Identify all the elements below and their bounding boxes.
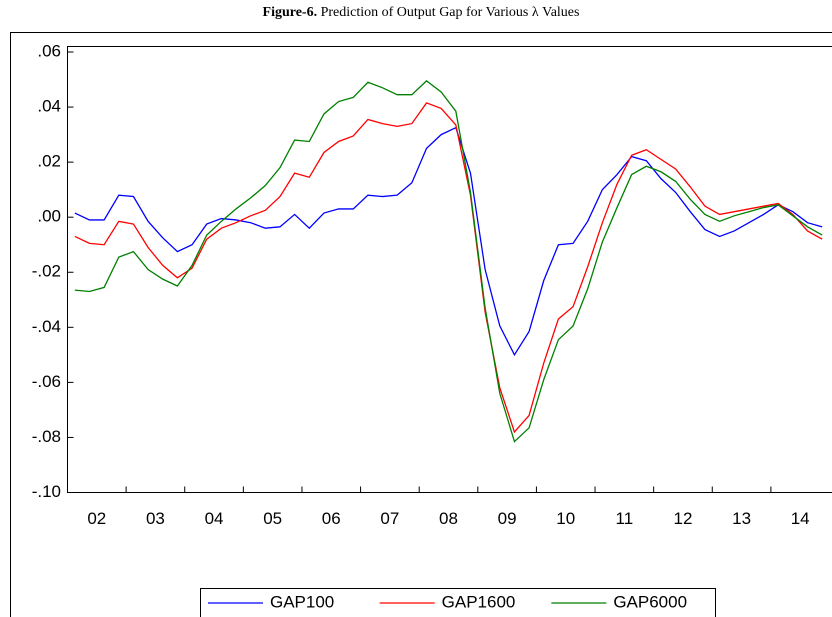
x-tick-label: 03 — [146, 509, 165, 528]
x-tick-label: 02 — [87, 509, 106, 528]
x-tick-label: 04 — [205, 509, 224, 528]
plot-frame — [67, 46, 832, 493]
x-tick-label: 07 — [380, 509, 399, 528]
x-tick-label: 14 — [791, 509, 810, 528]
series-line — [74, 102, 823, 434]
legend-label: GAP1600 — [442, 592, 516, 611]
chart-title: Prediction of Output Gap for Various λ V… — [321, 5, 580, 20]
chart-title-line: Figure-6. Prediction of Output Gap for V… — [263, 5, 580, 20]
y-tick-label: -.06 — [32, 372, 61, 391]
legend-label: GAP100 — [270, 592, 334, 611]
legend-label: GAP6000 — [613, 592, 687, 611]
x-tick-label: 08 — [439, 509, 458, 528]
x-tick-label: 10 — [556, 509, 575, 528]
y-tick-label: -.10 — [32, 482, 61, 501]
series-line — [74, 80, 823, 443]
y-tick-label: -.02 — [32, 262, 61, 281]
x-tick-label: 06 — [322, 509, 341, 528]
x-tick-label: 09 — [498, 509, 517, 528]
y-tick-label: .06 — [37, 41, 61, 60]
y-tick-label: .02 — [37, 152, 61, 171]
x-tick-label: 05 — [263, 509, 282, 528]
legend-box — [200, 588, 716, 617]
x-tick-label: 11 — [616, 509, 634, 528]
x-tick-label: 12 — [674, 509, 693, 528]
y-tick-label: .00 — [37, 207, 61, 226]
series-line — [74, 126, 823, 357]
y-tick-label: -.04 — [32, 317, 61, 336]
y-tick-label: .04 — [37, 97, 61, 116]
x-tick-label: 13 — [732, 509, 751, 528]
figure-label: Figure-6. — [263, 5, 318, 20]
y-tick-label: -.08 — [32, 427, 61, 446]
legend: GAP100 GAP1600 GAP6000 — [200, 588, 716, 617]
